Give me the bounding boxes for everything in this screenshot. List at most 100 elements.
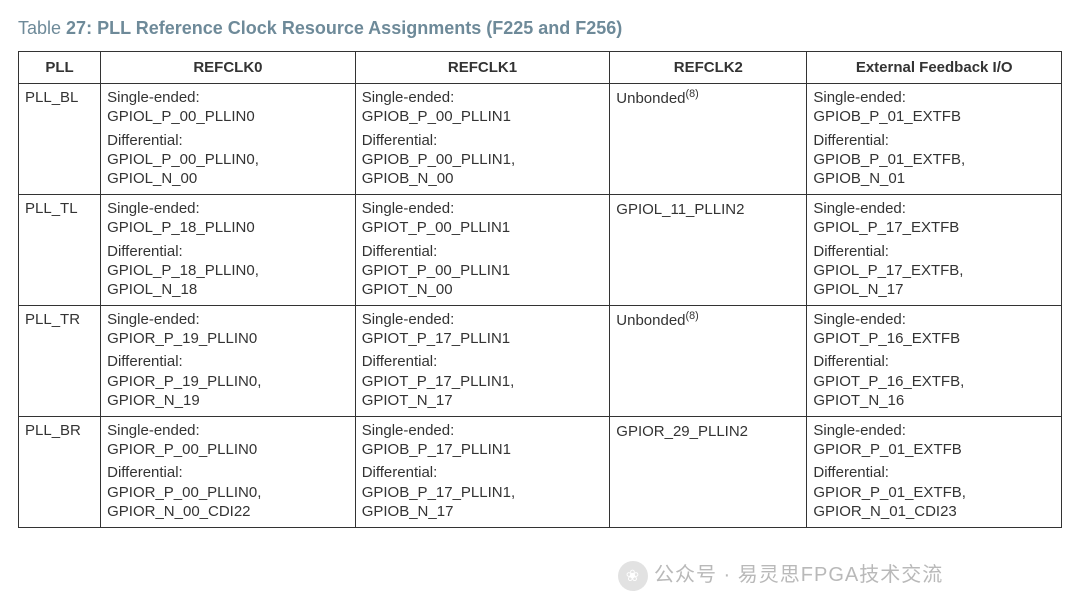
se-value: GPIOB_P_01_EXTFB <box>813 107 1055 126</box>
df-value: GPIOR_P_00_PLLIN0, <box>107 483 349 502</box>
table-header-row: PLL REFCLK0 REFCLK1 REFCLK2 External Fee… <box>19 52 1062 84</box>
se-label: Single-ended: <box>362 88 604 107</box>
se-value: GPIOL_P_17_EXTFB <box>813 218 1055 237</box>
df-label: Differential: <box>813 242 1055 261</box>
df-label: Differential: <box>362 352 604 371</box>
se-label: Single-ended: <box>107 310 349 329</box>
cell-ref1: Single-ended: GPIOT_P_17_PLLIN1 Differen… <box>355 306 610 417</box>
se-value: GPIOR_P_19_PLLIN0 <box>107 329 349 348</box>
ref2-text: Unbonded <box>616 312 685 329</box>
se-value: GPIOL_P_00_PLLIN0 <box>107 107 349 126</box>
se-value: GPIOB_P_17_PLLIN1 <box>362 440 604 459</box>
df-value: GPIOL_P_18_PLLIN0, <box>107 261 349 280</box>
se-value: GPIOT_P_00_PLLIN1 <box>362 218 604 237</box>
pll-table: PLL REFCLK0 REFCLK1 REFCLK2 External Fee… <box>18 51 1062 528</box>
cell-pll: PLL_BR <box>19 417 101 528</box>
cell-pll: PLL_TR <box>19 306 101 417</box>
df-value: GPIOB_N_01 <box>813 169 1055 188</box>
df-value: GPIOL_P_17_EXTFB, <box>813 261 1055 280</box>
df-value: GPIOT_P_17_PLLIN1, <box>362 372 604 391</box>
df-value: GPIOR_N_01_CDI23 <box>813 502 1055 521</box>
ref2-text: Unbonded <box>616 90 685 107</box>
df-value: GPIOR_P_01_EXTFB, <box>813 483 1055 502</box>
df-value: GPIOT_P_16_EXTFB, <box>813 372 1055 391</box>
cell-ext: Single-ended: GPIOB_P_01_EXTFB Different… <box>807 84 1062 195</box>
watermark-text: 公众号 · 易灵思FPGA技术交流 <box>654 564 943 586</box>
cell-ref2: Unbonded(8) <box>610 84 807 195</box>
df-label: Differential: <box>813 131 1055 150</box>
df-value: GPIOR_P_19_PLLIN0, <box>107 372 349 391</box>
table-row: PLL_TR Single-ended: GPIOR_P_19_PLLIN0 D… <box>19 306 1062 417</box>
cell-pll: PLL_BL <box>19 84 101 195</box>
se-label: Single-ended: <box>813 199 1055 218</box>
se-value: GPIOR_P_01_EXTFB <box>813 440 1055 459</box>
col-ext: External Feedback I/O <box>807 52 1062 84</box>
df-value: GPIOB_P_00_PLLIN1, <box>362 150 604 169</box>
cell-ref0: Single-ended: GPIOL_P_00_PLLIN0 Differen… <box>101 84 356 195</box>
cell-ext: Single-ended: GPIOL_P_17_EXTFB Different… <box>807 195 1062 306</box>
col-ref0: REFCLK0 <box>101 52 356 84</box>
table-row: PLL_BL Single-ended: GPIOL_P_00_PLLIN0 D… <box>19 84 1062 195</box>
table-row: PLL_TL Single-ended: GPIOL_P_18_PLLIN0 D… <box>19 195 1062 306</box>
se-value: GPIOT_P_16_EXTFB <box>813 329 1055 348</box>
cell-ref1: Single-ended: GPIOB_P_17_PLLIN1 Differen… <box>355 417 610 528</box>
df-value: GPIOT_N_16 <box>813 391 1055 410</box>
se-value: GPIOL_P_18_PLLIN0 <box>107 218 349 237</box>
df-value: GPIOT_P_00_PLLIN1 <box>362 261 604 280</box>
page: Table 27: PLL Reference Clock Resource A… <box>18 18 1062 528</box>
df-value: GPIOL_N_00 <box>107 169 349 188</box>
se-label: Single-ended: <box>107 199 349 218</box>
df-value: GPIOT_N_00 <box>362 280 604 299</box>
ref2-text: GPIOL_11_PLLIN2 <box>616 201 744 218</box>
df-label: Differential: <box>362 463 604 482</box>
se-label: Single-ended: <box>813 421 1055 440</box>
cell-ref2: Unbonded(8) <box>610 306 807 417</box>
df-value: GPIOB_N_00 <box>362 169 604 188</box>
se-value: GPIOR_P_00_PLLIN0 <box>107 440 349 459</box>
df-value: GPIOL_N_18 <box>107 280 349 299</box>
col-ref1: REFCLK1 <box>355 52 610 84</box>
flower-icon: ❀ <box>618 561 648 591</box>
se-label: Single-ended: <box>813 88 1055 107</box>
cell-ref1: Single-ended: GPIOB_P_00_PLLIN1 Differen… <box>355 84 610 195</box>
cell-ext: Single-ended: GPIOT_P_16_EXTFB Different… <box>807 306 1062 417</box>
se-label: Single-ended: <box>362 199 604 218</box>
ref2-sup: (8) <box>686 88 699 100</box>
df-label: Differential: <box>362 242 604 261</box>
df-value: GPIOR_N_00_CDI22 <box>107 502 349 521</box>
se-label: Single-ended: <box>813 310 1055 329</box>
df-value: GPIOT_N_17 <box>362 391 604 410</box>
df-value: GPIOR_N_19 <box>107 391 349 410</box>
cell-ref0: Single-ended: GPIOR_P_19_PLLIN0 Differen… <box>101 306 356 417</box>
watermark: ❀ 公众号 · 易灵思FPGA技术交流 <box>618 558 943 591</box>
col-ref2: REFCLK2 <box>610 52 807 84</box>
se-label: Single-ended: <box>107 421 349 440</box>
df-label: Differential: <box>813 352 1055 371</box>
df-value: GPIOL_N_17 <box>813 280 1055 299</box>
se-value: GPIOT_P_17_PLLIN1 <box>362 329 604 348</box>
cell-ref1: Single-ended: GPIOT_P_00_PLLIN1 Differen… <box>355 195 610 306</box>
df-label: Differential: <box>107 131 349 150</box>
col-pll: PLL <box>19 52 101 84</box>
cell-ref2: GPIOR_29_PLLIN2 <box>610 417 807 528</box>
df-value: GPIOL_P_00_PLLIN0, <box>107 150 349 169</box>
se-label: Single-ended: <box>362 421 604 440</box>
cell-pll: PLL_TL <box>19 195 101 306</box>
df-label: Differential: <box>107 463 349 482</box>
df-label: Differential: <box>107 242 349 261</box>
df-label: Differential: <box>813 463 1055 482</box>
se-label: Single-ended: <box>107 88 349 107</box>
table-caption: Table 27: PLL Reference Clock Resource A… <box>18 18 1062 39</box>
cell-ref2: GPIOL_11_PLLIN2 <box>610 195 807 306</box>
df-label: Differential: <box>107 352 349 371</box>
se-value: GPIOB_P_00_PLLIN1 <box>362 107 604 126</box>
df-label: Differential: <box>362 131 604 150</box>
caption-number: 27: <box>66 18 92 38</box>
ref2-text: GPIOR_29_PLLIN2 <box>616 423 748 440</box>
caption-title: PLL Reference Clock Resource Assignments… <box>97 18 622 38</box>
df-value: GPIOB_P_01_EXTFB, <box>813 150 1055 169</box>
se-label: Single-ended: <box>362 310 604 329</box>
caption-label: Table <box>18 18 61 38</box>
df-value: GPIOB_N_17 <box>362 502 604 521</box>
ref2-sup: (8) <box>686 310 699 322</box>
